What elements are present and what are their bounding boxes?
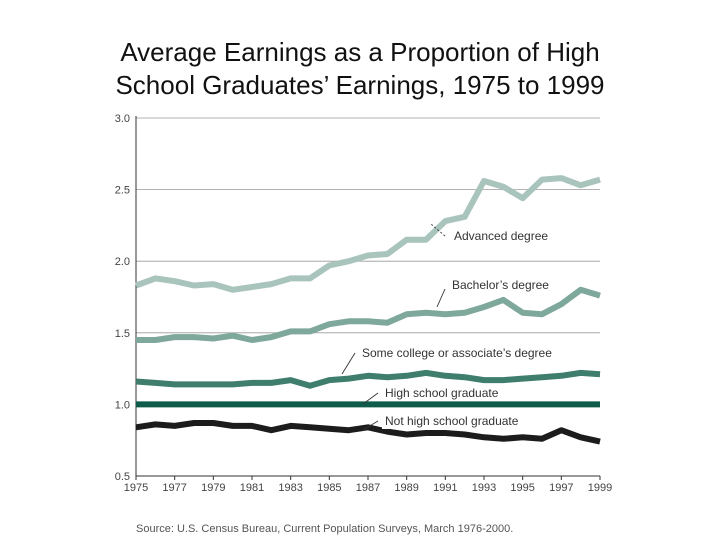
x-tick-label: 1989: [394, 482, 418, 494]
y-tick-label: 2.5: [115, 185, 130, 197]
series-label: Not high school graduate: [385, 414, 519, 428]
series-label: Advanced degree: [454, 229, 548, 243]
series-label-bg: [451, 229, 552, 244]
chart-title: Average Earnings as a Proportion of High…: [0, 36, 720, 102]
x-tick-label: 1977: [162, 482, 186, 494]
series-label: Some college or associate’s degree: [362, 346, 552, 360]
x-tick-label: 1999: [588, 482, 612, 494]
x-tick-label: 1985: [317, 482, 341, 494]
series-label-leader: [341, 352, 356, 375]
x-tick-label: 1987: [356, 482, 380, 494]
series-label-leader: [362, 420, 379, 431]
series-label-bg: [359, 346, 555, 361]
series-line-4: [135, 420, 601, 445]
x-tick-label: 1991: [433, 482, 457, 494]
series-label-bg: [382, 386, 502, 401]
y-tick-label: 2.0: [115, 256, 130, 268]
chart-title-line-1: Average Earnings as a Proportion of High: [120, 37, 600, 67]
y-tick-label: 1.0: [115, 399, 130, 411]
x-tick-label: 1979: [201, 482, 225, 494]
series-label-bg: [449, 278, 552, 293]
x-tick-label: 1983: [278, 482, 302, 494]
x-tick-label: 1993: [472, 482, 496, 494]
x-tick-label: 1981: [240, 482, 264, 494]
series-line-1: [136, 286, 601, 343]
series-label-bg: [382, 414, 522, 429]
x-tick-label: 1975: [124, 482, 148, 494]
series-label-leader: [430, 223, 446, 237]
series-line-0: [134, 175, 601, 293]
y-tick-label: 0.5: [115, 471, 130, 483]
series-label: Bachelor’s degree: [452, 278, 549, 292]
series-line-2: [135, 369, 601, 389]
series-label-leader: [436, 288, 446, 308]
series-label: High school graduate: [385, 386, 499, 400]
y-tick-label: 3.0: [115, 113, 130, 125]
series-label-leader: [362, 392, 379, 405]
chart-title-line-2: School Graduates’ Earnings, 1975 to 1999: [115, 70, 605, 100]
source-note: Source: U.S. Census Bureau, Current Popu…: [136, 523, 514, 535]
x-tick-label: 1995: [510, 482, 534, 494]
x-tick-label: 1997: [549, 482, 573, 494]
y-tick-label: 1.5: [115, 328, 130, 340]
